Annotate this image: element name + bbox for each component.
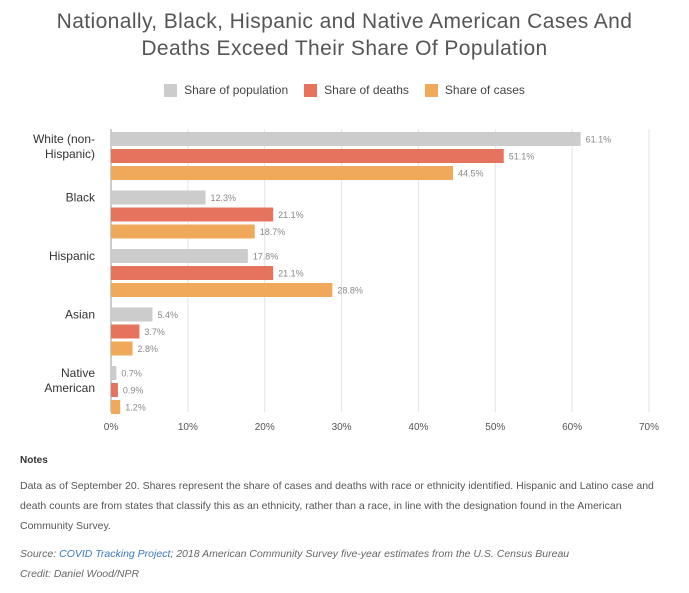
- bar: [111, 224, 255, 239]
- data-label: 12.3%: [211, 193, 237, 203]
- category-label: Hispanic: [49, 249, 95, 263]
- data-label: 28.8%: [337, 286, 363, 296]
- bar: [111, 324, 140, 339]
- data-label: 21.1%: [278, 210, 304, 220]
- legend-swatch-population: [164, 83, 178, 97]
- chart-title-line-1: Nationally, Black, Hispanic and Native A…: [56, 10, 633, 33]
- notes-text: Data as of September 20. Shares represen…: [20, 480, 654, 532]
- bar: [111, 166, 454, 180]
- x-tick-label: 70%: [639, 422, 659, 433]
- category-label: Native: [61, 366, 95, 380]
- data-label: 44.5%: [458, 169, 484, 179]
- bar: [111, 207, 274, 222]
- x-tick-label: 10%: [178, 422, 198, 433]
- legend-item-deaths: Share of deaths: [304, 83, 409, 97]
- legend-swatch-deaths: [304, 83, 318, 97]
- data-label: 51.1%: [509, 152, 535, 162]
- category-label: Asian: [65, 308, 95, 322]
- bar: [111, 307, 153, 322]
- legend-swatch-cases: [424, 83, 438, 97]
- x-tick-label: 30%: [332, 422, 352, 433]
- category-label: Black: [66, 191, 96, 205]
- bar: [111, 283, 333, 297]
- x-tick-label: 50%: [485, 422, 505, 433]
- bar: [111, 266, 274, 280]
- x-tick-label: 0%: [104, 422, 119, 433]
- bar: [111, 366, 117, 380]
- chart-title-line-2: Deaths Exceed Their Share Of Population: [141, 37, 548, 60]
- legend-item-population: Share of population: [164, 83, 288, 97]
- legend-label-population: Share of population: [184, 83, 289, 97]
- source-prefix: Source:: [20, 548, 60, 560]
- source-link[interactable]: COVID Tracking Project: [59, 548, 171, 560]
- data-label: 61.1%: [586, 135, 612, 145]
- chart-title: Nationally, Black, Hispanic and Native A…: [0, 8, 689, 62]
- x-tick-label: 60%: [562, 422, 582, 433]
- bar: [111, 149, 504, 163]
- data-label: 3.7%: [144, 327, 165, 337]
- data-label: 17.8%: [253, 252, 279, 262]
- data-label: 21.1%: [278, 269, 304, 279]
- bar-chart: 0% 10% 20% 30% 40% 50% 60% 70%White (non-Hispan…: [33, 129, 659, 433]
- legend-item-cases: Share of cases: [424, 83, 525, 97]
- bar: [111, 190, 206, 205]
- legend-label-deaths: Share of deaths: [324, 83, 409, 97]
- data-label: 2.8%: [138, 344, 159, 354]
- data-label: 1.2%: [125, 403, 146, 413]
- data-label: 0.9%: [123, 386, 144, 396]
- source-suffix: ; 2018 American Community Survey five-ye…: [170, 548, 570, 560]
- x-tick-label: 20%: [255, 422, 275, 433]
- bar: [111, 400, 121, 414]
- data-label: 5.4%: [158, 310, 179, 320]
- category-label: American: [44, 381, 95, 395]
- category-label: White (non-: [33, 132, 95, 146]
- x-tick-label: 40%: [408, 422, 428, 433]
- notes-heading: Notes: [20, 455, 48, 466]
- source-line: Source: COVID Tracking Project; 2018 Ame…: [20, 548, 569, 560]
- bar: [111, 383, 118, 397]
- credit-line: Credit: Daniel Wood/NPR: [20, 568, 140, 580]
- data-label: 18.7%: [260, 227, 286, 237]
- bar: [111, 249, 248, 263]
- category-label: Hispanic): [45, 147, 95, 161]
- bar: [111, 341, 133, 356]
- bar: [111, 132, 581, 146]
- legend: Share of population Share of deaths Shar…: [0, 83, 689, 97]
- legend-label-cases: Share of cases: [444, 83, 525, 97]
- data-label: 0.7%: [121, 369, 142, 379]
